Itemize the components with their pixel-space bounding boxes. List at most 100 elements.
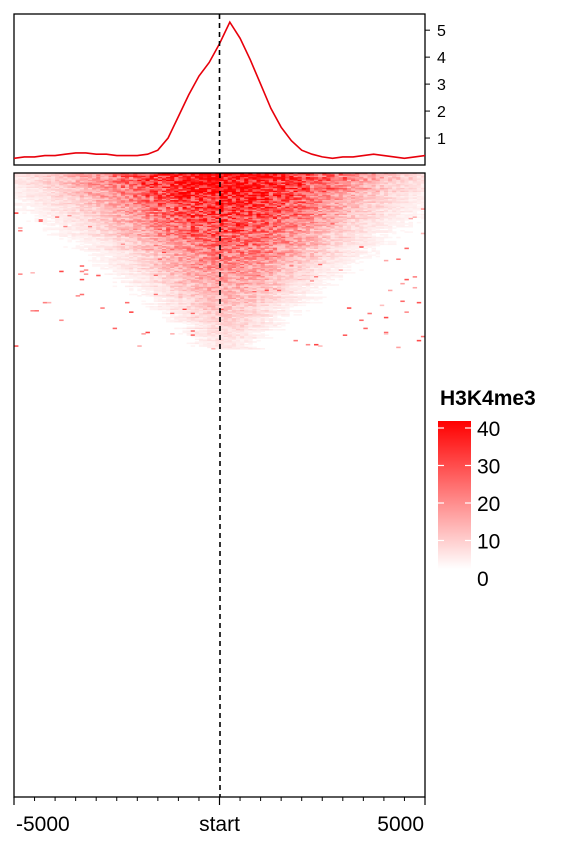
heatmap-cell xyxy=(264,187,270,190)
heatmap-cell xyxy=(375,221,381,224)
heatmap-cell xyxy=(133,194,138,197)
heatmap-cell xyxy=(351,238,356,240)
heatmap-cell xyxy=(133,173,138,175)
heatmap-cell xyxy=(22,181,27,183)
heatmap-cell xyxy=(359,216,364,218)
heatmap-cell xyxy=(330,208,335,210)
heatmap-cell xyxy=(379,220,385,223)
heatmap-cell xyxy=(112,189,118,191)
heatmap-cell xyxy=(235,181,241,183)
heatmap-cell xyxy=(92,190,97,193)
heatmap-cell xyxy=(161,240,167,243)
heatmap-cell xyxy=(153,224,159,227)
heatmap-cell xyxy=(240,190,245,193)
heatmap-cell xyxy=(363,229,368,232)
heatmap-cell xyxy=(420,208,425,210)
heatmap-cell xyxy=(92,221,97,224)
heatmap-cell xyxy=(367,208,372,210)
heatmap-cell xyxy=(166,206,171,209)
heatmap-cell xyxy=(371,189,376,191)
heatmap-cell xyxy=(14,177,19,179)
heatmap-cell xyxy=(314,182,319,185)
heatmap-cell xyxy=(363,182,368,185)
heatmap-cell xyxy=(194,174,200,176)
heatmap-cell xyxy=(129,194,134,197)
heatmap-cell xyxy=(388,243,393,246)
heatmap-cell xyxy=(141,202,146,205)
heatmap-cell xyxy=(400,190,405,193)
heatmap-cell xyxy=(190,182,196,185)
heatmap-cell xyxy=(63,193,68,195)
heatmap-cell xyxy=(305,175,311,178)
heatmap-cell xyxy=(309,197,315,199)
heatmap-cell xyxy=(108,212,113,214)
heatmap-cell xyxy=(330,219,335,221)
heatmap-cell xyxy=(190,208,196,210)
heatmap-cell xyxy=(157,234,163,236)
heatmap-cell xyxy=(268,213,274,216)
heatmap-cell xyxy=(314,232,319,235)
heatmap-cell xyxy=(67,181,72,183)
heatmap-cell xyxy=(67,227,72,229)
heatmap-cell xyxy=(207,182,212,185)
heatmap-cell xyxy=(75,240,81,243)
heatmap-cell xyxy=(174,238,179,240)
heatmap-cell xyxy=(289,181,294,183)
heatmap-cell xyxy=(120,183,126,186)
heatmap-cell xyxy=(264,206,270,209)
heatmap-cell xyxy=(318,210,323,213)
heatmap-cell xyxy=(248,194,253,197)
heatmap-cell xyxy=(108,190,113,193)
heatmap-cell xyxy=(46,201,52,204)
heatmap-cell xyxy=(219,215,224,217)
heatmap-cell xyxy=(112,191,118,194)
heatmap-cell xyxy=(248,236,253,239)
heatmap-cell xyxy=(314,178,319,180)
heatmap-cell xyxy=(330,193,335,195)
heatmap-cell xyxy=(252,178,257,180)
heatmap-cell xyxy=(92,198,97,201)
heatmap-cell xyxy=(194,181,200,183)
heatmap-cell xyxy=(346,198,352,201)
heatmap-cell xyxy=(400,196,405,198)
heatmap-cell xyxy=(112,209,118,212)
heatmap-cell xyxy=(145,229,150,232)
heatmap-cell xyxy=(194,244,200,247)
heatmap-cell xyxy=(375,217,381,220)
heatmap-cell xyxy=(330,201,335,204)
heatmap-cell xyxy=(203,186,208,189)
heatmap-cell xyxy=(379,234,385,236)
heatmap-cell xyxy=(342,227,348,229)
heatmap-cell xyxy=(297,244,302,247)
heatmap-cell xyxy=(166,213,171,216)
heatmap-cell xyxy=(404,185,409,187)
heatmap-cell xyxy=(375,236,381,239)
heatmap-cell xyxy=(104,242,109,244)
heatmap-cell xyxy=(396,213,401,216)
heatmap-cell xyxy=(371,194,376,197)
heatmap-cell xyxy=(104,210,109,213)
heatmap-cell xyxy=(379,242,385,244)
heatmap-cell xyxy=(264,240,270,243)
heatmap-cell xyxy=(46,191,52,194)
heatmap-cell xyxy=(351,225,356,228)
heatmap-cell xyxy=(14,178,19,180)
heatmap-cell xyxy=(112,175,118,178)
heatmap-cell xyxy=(272,200,278,202)
heatmap-cell xyxy=(260,177,266,179)
heatmap-cell xyxy=(260,219,266,221)
heatmap-cell xyxy=(416,216,422,218)
heatmap-cell xyxy=(207,231,212,233)
heatmap-cell xyxy=(174,190,179,193)
heatmap-cell xyxy=(305,244,311,247)
heatmap-cell xyxy=(18,179,23,182)
heatmap-cell xyxy=(133,228,138,231)
heatmap-cell xyxy=(314,215,319,217)
heatmap-cell xyxy=(120,225,126,228)
heatmap-cell xyxy=(207,227,212,229)
heatmap-cell xyxy=(359,210,364,213)
heatmap-cell xyxy=(63,246,68,248)
heatmap-cell xyxy=(59,227,64,229)
heatmap-cell xyxy=(141,220,146,223)
heatmap-cell xyxy=(408,209,413,212)
